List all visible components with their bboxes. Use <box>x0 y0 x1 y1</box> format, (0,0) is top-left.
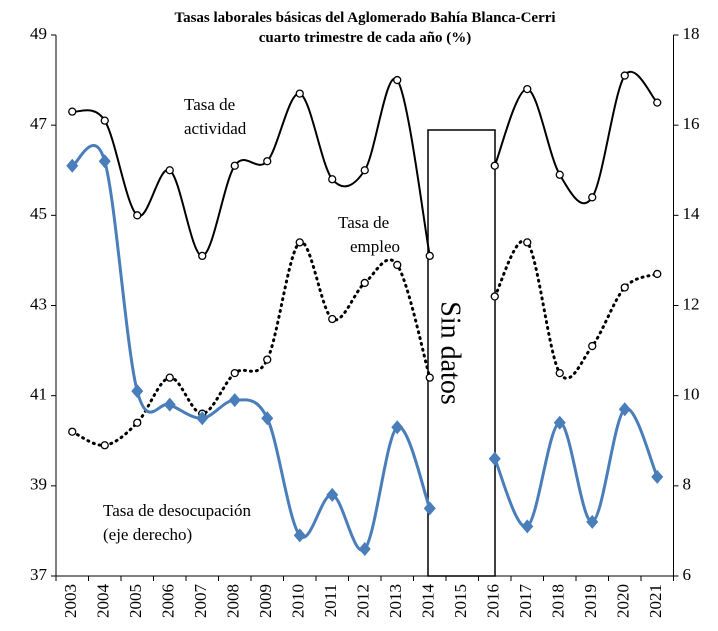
series-label: empleo <box>350 237 400 256</box>
data-point <box>391 420 404 435</box>
y-tick-label: 41 <box>30 385 47 404</box>
data-point <box>393 260 402 270</box>
series-label: Tasa de <box>338 213 389 232</box>
x-tick-label: 2019 <box>581 584 600 618</box>
data-point <box>133 211 142 220</box>
y-tick-label: 43 <box>30 294 47 313</box>
series-label: Tasa de <box>184 95 235 114</box>
data-point <box>261 411 274 426</box>
data-point <box>328 314 337 324</box>
series-label: Tasa de desocupación <box>103 501 251 520</box>
data-point <box>360 278 369 288</box>
data-point <box>588 341 597 351</box>
data-point <box>490 292 499 301</box>
data-point <box>358 541 371 556</box>
data-point <box>133 418 142 427</box>
data-point <box>98 154 111 169</box>
data-point <box>295 238 304 247</box>
x-tick-label: 2017 <box>516 584 535 619</box>
data-point <box>521 519 534 534</box>
y-tick-label: 39 <box>30 475 47 494</box>
data-point <box>326 487 339 502</box>
data-point <box>553 415 566 430</box>
y-tick-label: 45 <box>30 204 47 223</box>
x-tick-label: 2021 <box>646 584 665 618</box>
data-point <box>523 238 532 247</box>
data-point <box>230 368 239 378</box>
x-tick-label: 2020 <box>614 584 633 618</box>
data-point <box>523 84 532 94</box>
x-tick-label: 2004 <box>94 584 113 619</box>
y2-tick-label: 14 <box>683 204 701 223</box>
data-point <box>293 528 306 543</box>
data-point <box>131 384 144 399</box>
x-tick-label: 2013 <box>386 584 405 618</box>
data-point <box>230 161 239 170</box>
data-point <box>360 166 369 175</box>
data-point <box>196 411 209 426</box>
data-point <box>68 107 77 116</box>
data-point <box>263 355 272 364</box>
y2-tick-label: 8 <box>683 475 692 494</box>
data-point <box>425 373 434 382</box>
data-point <box>651 469 664 484</box>
data-point <box>198 251 207 261</box>
data-point <box>423 501 436 516</box>
x-tick-label: 2011 <box>321 584 340 617</box>
chart-title: cuarto trimestre de cada año (%) <box>259 30 472 46</box>
series-line <box>70 239 659 447</box>
no-data-label: Sin datos <box>435 301 466 404</box>
x-tick-label: 2009 <box>256 584 275 618</box>
data-point <box>586 514 599 529</box>
y2-tick-label: 10 <box>683 385 700 404</box>
x-tick-label: 2018 <box>549 584 568 618</box>
data-point <box>555 170 564 179</box>
x-tick-label: 2005 <box>126 584 145 618</box>
data-point <box>620 71 629 80</box>
x-tick-label: 2012 <box>354 584 373 618</box>
data-point <box>393 75 402 85</box>
data-point <box>68 427 77 436</box>
no-data-box <box>427 129 496 577</box>
x-tick-label: 2010 <box>289 584 308 618</box>
data-point <box>263 157 272 166</box>
data-point <box>490 161 499 170</box>
y2-tick-label: 12 <box>683 294 700 313</box>
x-tick-label: 2014 <box>419 584 438 619</box>
x-tick-label: 2008 <box>224 584 243 618</box>
y2-tick-label: 18 <box>683 24 700 43</box>
x-tick-label: 2006 <box>159 584 178 618</box>
data-point <box>165 166 174 175</box>
data-point <box>620 283 629 292</box>
data-point <box>328 175 337 184</box>
y2-tick-label: 6 <box>683 565 692 584</box>
y2-tick-label: 16 <box>683 114 700 133</box>
data-point <box>163 397 176 412</box>
data-point <box>653 98 662 107</box>
data-point <box>228 393 241 408</box>
data-point <box>653 269 662 279</box>
series-line <box>71 143 659 552</box>
series-label: actividad <box>184 119 247 138</box>
data-point <box>66 158 79 173</box>
data-point <box>618 402 631 417</box>
data-point <box>588 193 597 202</box>
data-point <box>425 251 434 261</box>
x-tick-label: 2016 <box>484 584 503 618</box>
data-point <box>295 89 304 98</box>
y-tick-label: 37 <box>30 565 48 584</box>
data-point <box>100 116 109 125</box>
data-point <box>165 373 174 382</box>
x-tick-label: 2007 <box>191 584 210 619</box>
y-tick-label: 49 <box>30 24 47 43</box>
data-point <box>488 451 501 466</box>
y-tick-label: 47 <box>30 114 48 133</box>
x-tick-label: 2015 <box>451 584 470 618</box>
data-point <box>555 368 564 378</box>
x-tick-label: 2003 <box>61 584 80 618</box>
data-point <box>100 441 109 450</box>
series-label: (eje derecho) <box>103 525 192 544</box>
chart-title: Tasas laborales básicas del Aglomerado B… <box>174 10 555 26</box>
